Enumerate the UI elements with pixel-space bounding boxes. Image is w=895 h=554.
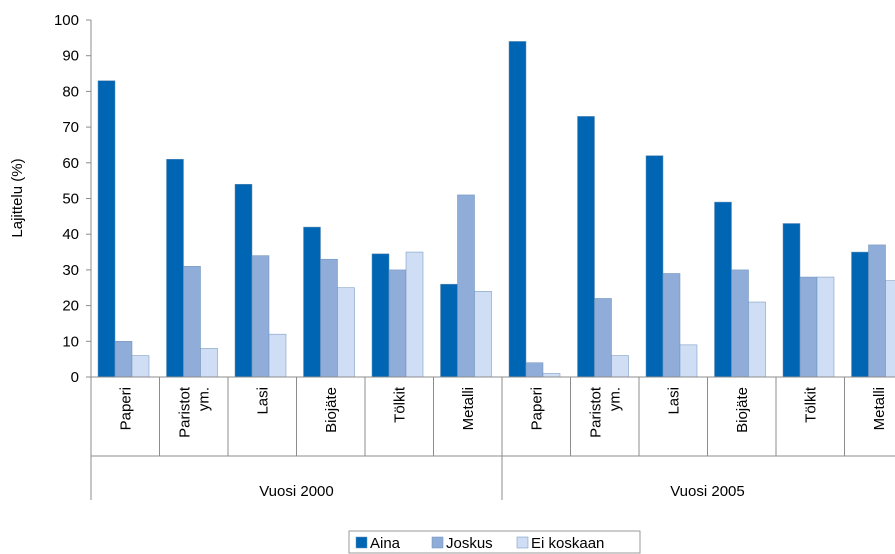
bar-aina	[303, 226, 321, 378]
y-tick-label: 70	[62, 119, 79, 136]
y-tick-label: 0	[71, 369, 79, 386]
x-category-label: Tölkit	[802, 386, 819, 423]
bar-aina	[440, 283, 458, 378]
bar-ei-koskaan	[268, 333, 287, 378]
y-tick-label: 90	[62, 48, 79, 65]
bar-aina	[97, 80, 116, 378]
legend-box	[348, 530, 641, 554]
bar-aina	[714, 201, 732, 378]
bars-layer	[97, 41, 895, 378]
x-group-label: Vuosi 2005	[670, 483, 745, 500]
bar-joskus	[525, 362, 544, 378]
bar-joskus	[662, 273, 681, 378]
y-axis: 0 10 20 30 40 50 60 70 80 90 100	[54, 12, 92, 386]
y-tick-label: 80	[62, 83, 79, 100]
bar-aina	[166, 158, 184, 378]
legend-swatch	[516, 536, 529, 549]
legend-label: Joskus	[446, 535, 493, 552]
bar-aina	[508, 41, 527, 378]
x-category-label: ym.	[195, 387, 212, 411]
x-category-label: Metalli	[460, 387, 477, 430]
bar-joskus	[114, 341, 133, 378]
bar-joskus	[731, 269, 749, 378]
x-category-label: Tölkit	[391, 386, 408, 423]
legend-label: Aina	[370, 535, 401, 552]
bar-ei-koskaan	[337, 287, 355, 378]
y-axis-label: Lajittelu (%)	[9, 158, 26, 237]
x-category-label: Paperi	[117, 387, 134, 430]
bar-ei-koskaan	[131, 355, 150, 378]
bar-joskus	[320, 258, 338, 378]
legend: Aina Joskus Ei koskaan	[348, 530, 641, 554]
bar-joskus	[868, 244, 886, 378]
legend-swatch	[355, 536, 368, 549]
y-tick-label: 40	[62, 226, 79, 243]
x-category-label: Lasi	[665, 387, 682, 415]
bar-ei-koskaan	[405, 251, 424, 378]
x-category-label: Biojäte	[323, 387, 340, 433]
x-category-label: Metalli	[871, 387, 888, 430]
y-tick-label: 20	[62, 298, 79, 315]
bar-joskus	[594, 298, 612, 378]
bar-aina	[645, 155, 664, 378]
x-category-label: Paristot	[587, 386, 604, 438]
bar-ei-koskaan	[885, 280, 895, 378]
bar-joskus	[799, 276, 818, 378]
legend-swatch	[431, 536, 444, 549]
y-tick-label: 10	[62, 333, 79, 350]
bar-joskus	[183, 266, 201, 378]
x-category-label: ym.	[606, 387, 623, 411]
y-tick-label: 60	[62, 155, 79, 172]
bar-ei-koskaan	[816, 276, 835, 378]
bar-ei-koskaan	[474, 291, 492, 378]
bar-joskus	[388, 269, 407, 378]
bar-ei-koskaan	[679, 344, 698, 378]
bar-aina	[371, 253, 390, 378]
bar-aina	[234, 183, 253, 378]
bar-aina	[851, 251, 869, 378]
y-tick-label: 100	[54, 12, 79, 29]
x-axis: Paperi Paristot ym. Lasi Biojäte Tölkit Metall…	[90, 376, 895, 500]
bar-joskus	[457, 194, 475, 378]
bar-aina	[782, 223, 801, 378]
bar-aina	[577, 116, 595, 378]
y-tick-label: 30	[62, 262, 79, 279]
x-category-label: Paristot	[176, 386, 193, 438]
bar-ei-koskaan	[200, 348, 218, 378]
x-category-label: Lasi	[254, 387, 271, 415]
bar-ei-koskaan	[542, 373, 561, 378]
legend-label: Ei koskaan	[531, 535, 604, 552]
bar-ei-koskaan	[611, 355, 629, 378]
x-category-label: Paperi	[528, 387, 545, 430]
x-category-label: Biojäte	[734, 387, 751, 433]
bar-joskus	[251, 255, 270, 378]
x-group-label: Vuosi 2000	[259, 483, 334, 500]
y-tick-label: 50	[62, 191, 79, 208]
bar-ei-koskaan	[748, 301, 766, 378]
